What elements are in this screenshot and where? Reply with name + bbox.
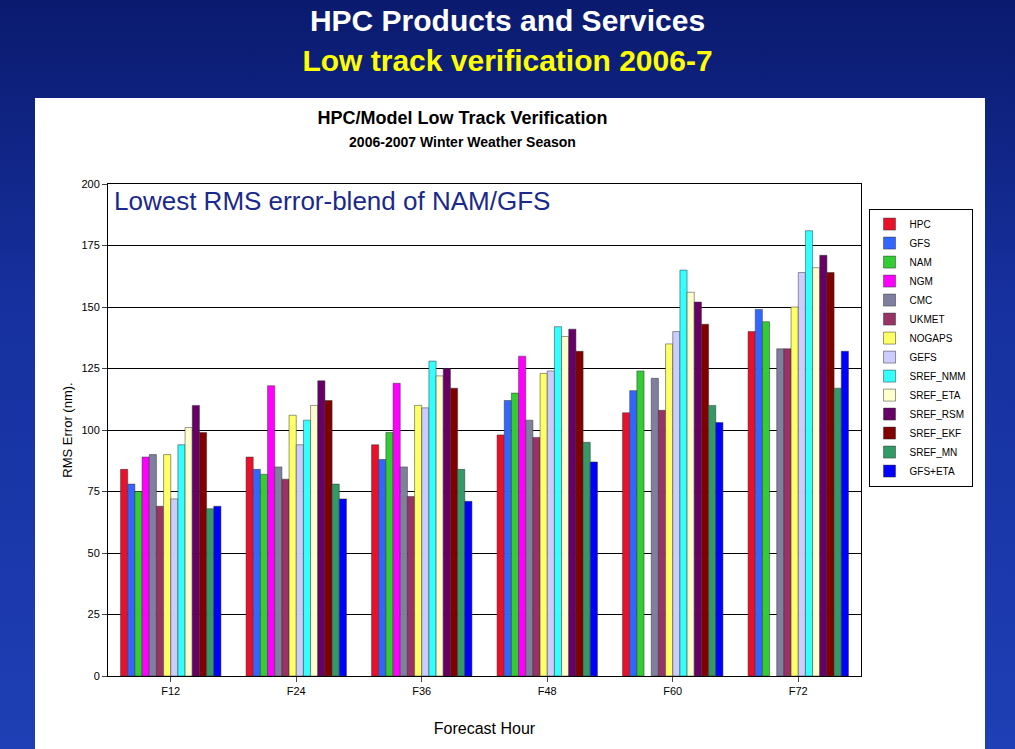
- svg-text:UKMET: UKMET: [910, 314, 945, 325]
- svg-text:Lowest RMS error-blend of NAM/: Lowest RMS error-blend of NAM/GFS: [114, 186, 550, 216]
- svg-text:GEFS: GEFS: [910, 352, 938, 363]
- svg-text:25: 25: [88, 608, 100, 620]
- svg-text:Forecast Hour: Forecast Hour: [434, 720, 536, 737]
- svg-text:F60: F60: [663, 685, 682, 697]
- svg-text:F24: F24: [287, 685, 306, 697]
- svg-text:125: 125: [81, 362, 99, 374]
- svg-text:SREF_EKF: SREF_EKF: [910, 428, 962, 439]
- svg-text:GFS+ETA: GFS+ETA: [910, 466, 955, 477]
- svg-text:NGM: NGM: [910, 276, 933, 287]
- svg-text:NAM: NAM: [910, 257, 932, 268]
- svg-text:F12: F12: [161, 685, 180, 697]
- svg-text:F48: F48: [538, 685, 557, 697]
- svg-text:200: 200: [81, 178, 99, 190]
- svg-text:SREF_RSM: SREF_RSM: [910, 409, 964, 420]
- svg-text:GFS: GFS: [910, 238, 931, 249]
- svg-text:0: 0: [94, 670, 100, 682]
- svg-text:F72: F72: [789, 685, 808, 697]
- svg-text:50: 50: [88, 547, 100, 559]
- svg-text:100: 100: [81, 424, 99, 436]
- svg-text:HPC: HPC: [910, 219, 931, 230]
- html-text:Low track verification 2006-7: Low track verification 2006-7: [302, 44, 713, 77]
- svg-text:150: 150: [81, 301, 99, 313]
- svg-text:SREF_MN: SREF_MN: [910, 447, 958, 458]
- svg-text:SREF_ETA: SREF_ETA: [910, 390, 961, 401]
- svg-text:CMC: CMC: [910, 295, 933, 306]
- svg-text:75: 75: [88, 485, 100, 497]
- svg-text:SREF_NMM: SREF_NMM: [910, 371, 966, 382]
- html-text:HPC Products and Services: HPC Products and Services: [309, 4, 706, 37]
- svg-text:RMS Error (nm).: RMS Error (nm).: [60, 382, 75, 477]
- svg-text:F36: F36: [412, 685, 431, 697]
- svg-text:HPC/Model Low Track Verificati: HPC/Model Low Track Verification2006-200…: [317, 108, 607, 150]
- svg-text:NOGAPS: NOGAPS: [910, 333, 953, 344]
- svg-text:175: 175: [81, 239, 99, 251]
